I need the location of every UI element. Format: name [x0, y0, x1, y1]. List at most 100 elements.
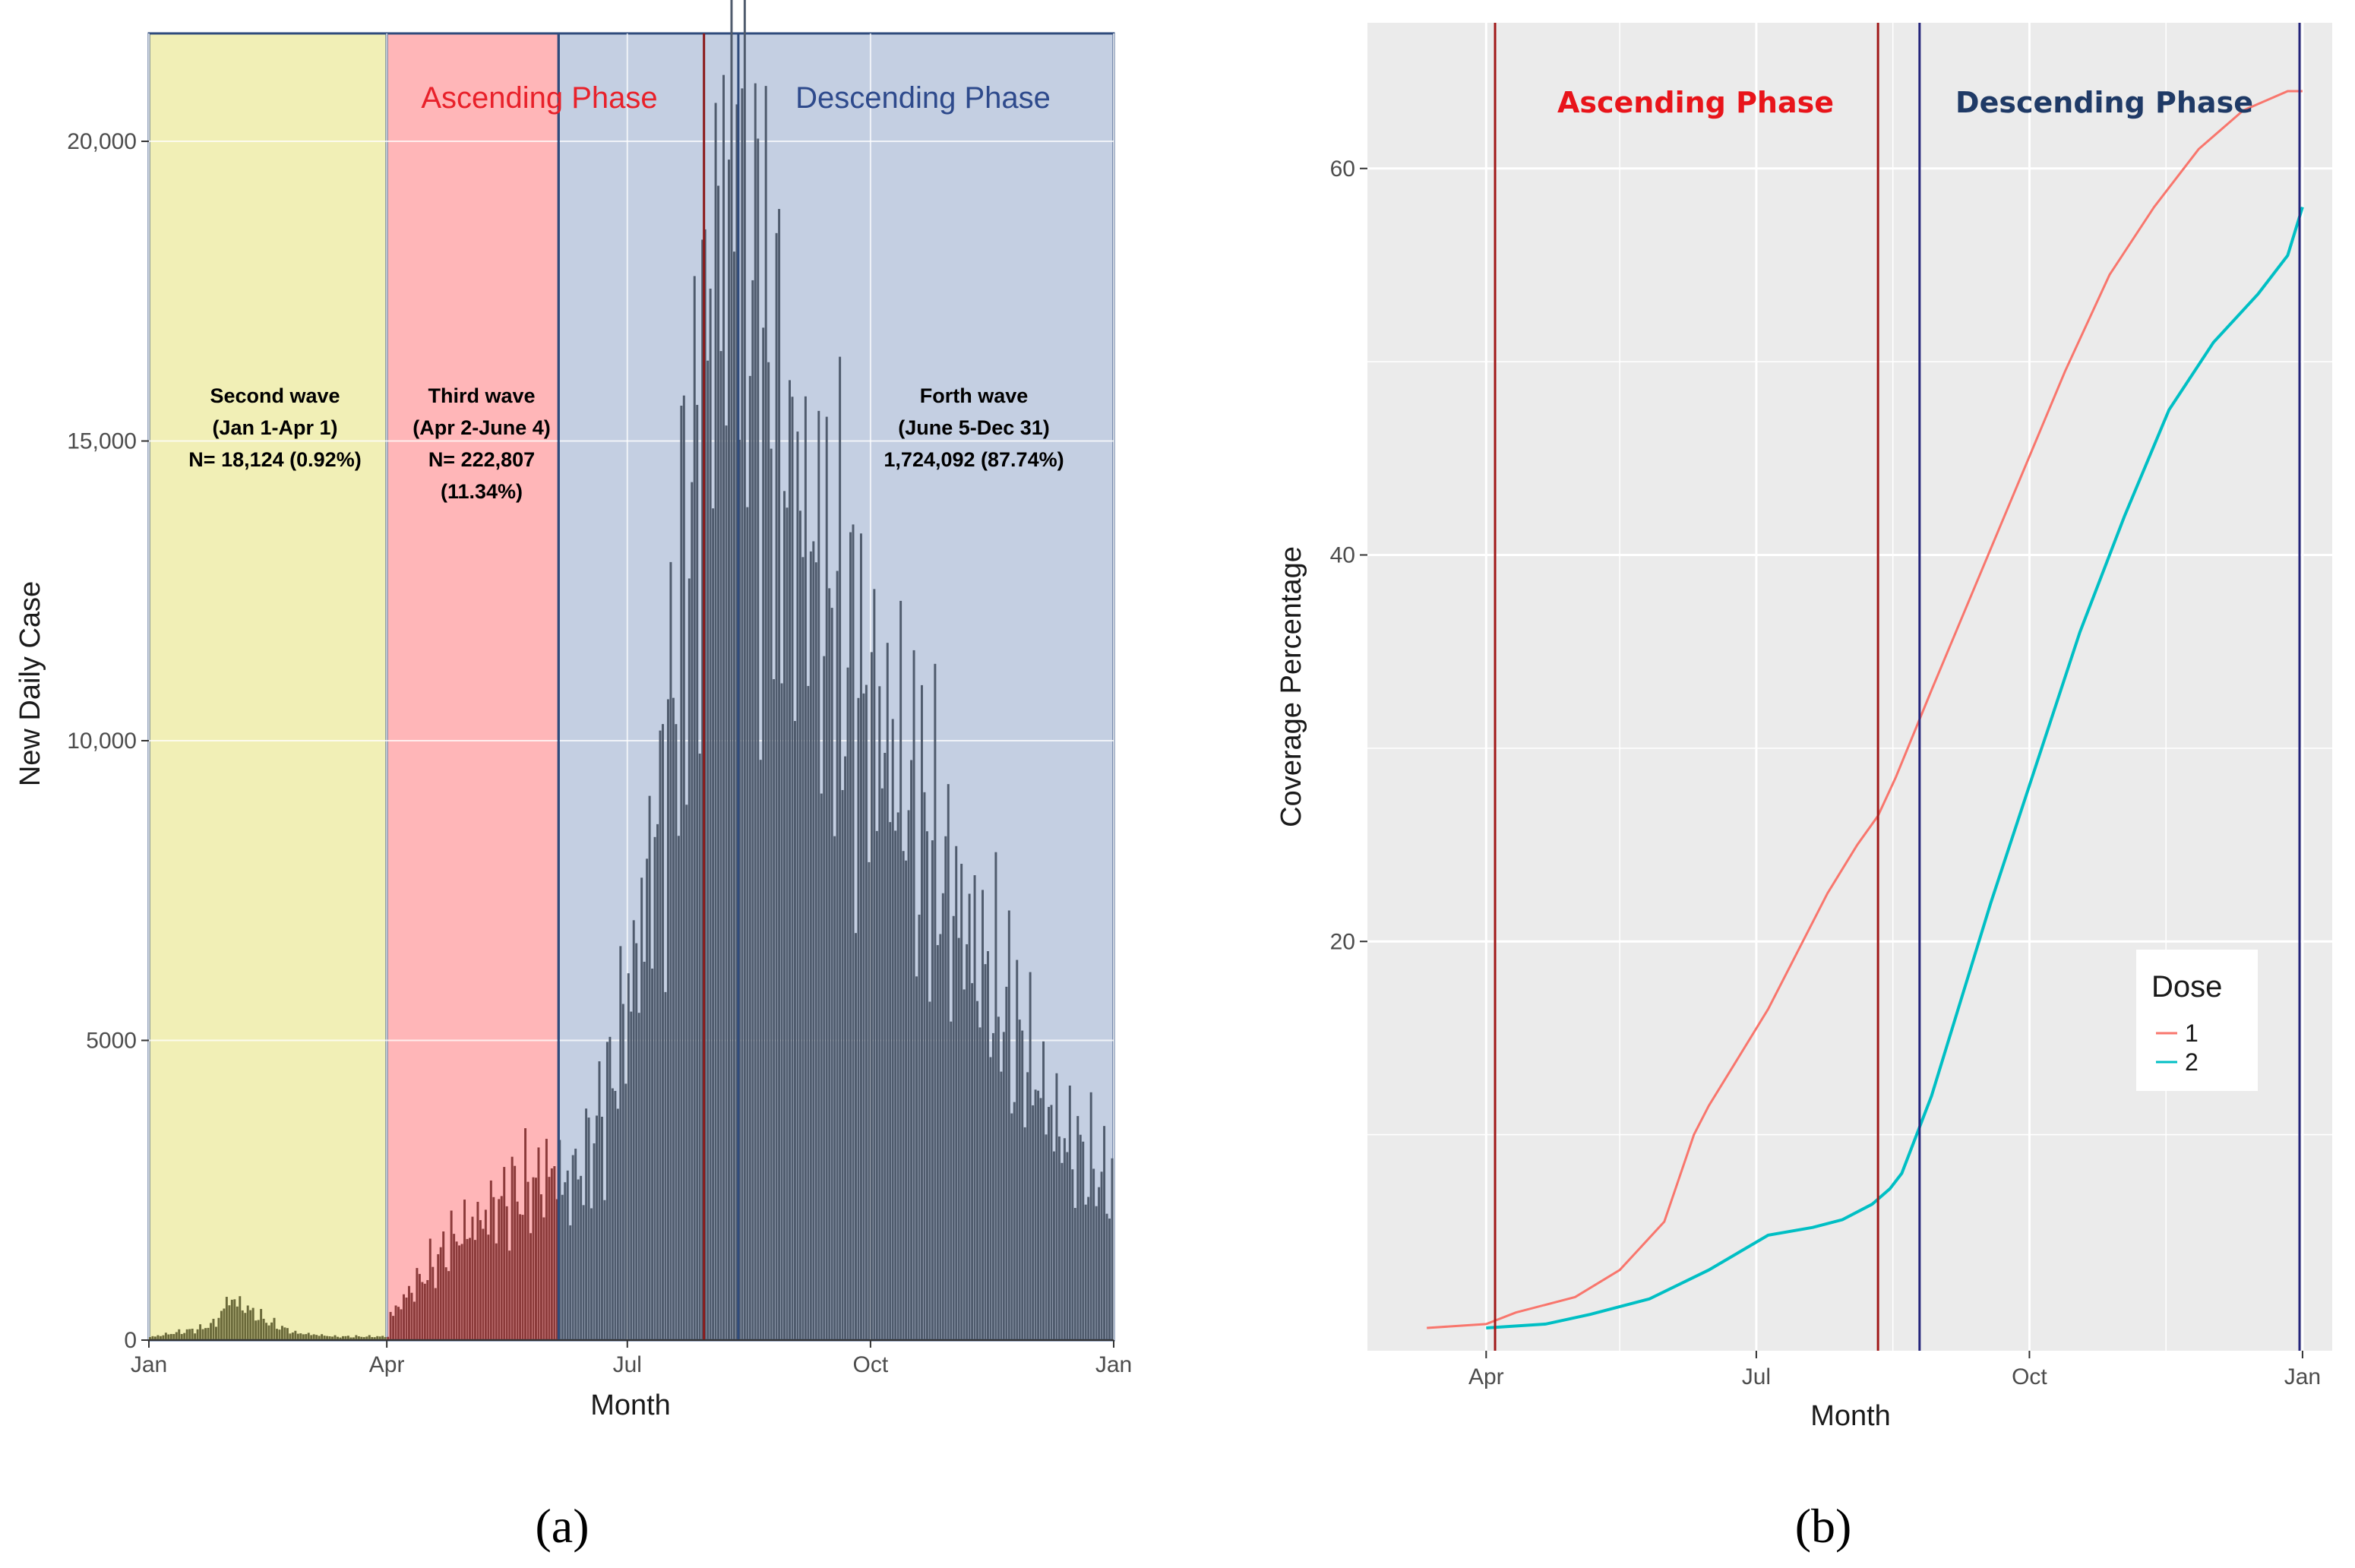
- daily-case-bar: [569, 1225, 572, 1340]
- daily-case-bar: [294, 1330, 297, 1340]
- panel-a-x-ticks: Jan Apr Jul Oct Jan: [131, 1340, 1132, 1377]
- daily-case-bar: [1061, 1162, 1064, 1340]
- panel-a-descending-label: Descending Phase: [795, 81, 1051, 115]
- daily-case-bar: [1071, 1169, 1074, 1340]
- daily-case-bar: [1005, 986, 1008, 1340]
- daily-case-bar: [783, 491, 786, 1340]
- daily-case-bar: [326, 1336, 329, 1340]
- daily-case-bar: [1111, 1158, 1114, 1340]
- daily-case-bar: [820, 793, 823, 1340]
- daily-case-bar: [434, 1288, 437, 1340]
- daily-case-bar: [662, 724, 664, 1340]
- daily-case-bar: [241, 1310, 244, 1340]
- daily-case-bar: [482, 1228, 485, 1340]
- daily-case-bar: [1029, 972, 1032, 1340]
- daily-case-bar: [521, 1215, 524, 1340]
- daily-case-bar: [400, 1309, 403, 1340]
- daily-case-bar: [270, 1322, 273, 1340]
- daily-case-bar: [637, 1013, 640, 1340]
- daily-case-bar: [593, 1143, 596, 1340]
- daily-case-bar: [880, 788, 884, 1340]
- daily-case-bar: [487, 1234, 490, 1340]
- daily-case-bar: [458, 1245, 461, 1340]
- daily-case-bar: [955, 846, 958, 1340]
- daily-case-bar: [653, 836, 656, 1340]
- daily-case-bar: [696, 404, 699, 1341]
- daily-case-bar: [1042, 1041, 1045, 1340]
- daily-case-bar: [473, 1240, 476, 1340]
- daily-case-bar: [960, 864, 963, 1340]
- daily-case-bar: [1073, 1208, 1076, 1340]
- daily-case-bar: [387, 1336, 390, 1340]
- daily-case-bar: [505, 1206, 508, 1340]
- daily-case-bar: [621, 1004, 624, 1340]
- daily-case-bar: [368, 1335, 371, 1340]
- daily-case-bar: [717, 185, 720, 1340]
- panel-a-y-ticks: 0 5000 10,000 15,000 20,000: [67, 129, 149, 1353]
- daily-case-bar: [994, 852, 997, 1340]
- daily-case-bar: [185, 1329, 188, 1340]
- daily-case-bar: [698, 753, 701, 1340]
- daily-case-bar: [635, 943, 638, 1340]
- daily-case-bar: [915, 976, 918, 1340]
- daily-case-bar: [828, 588, 831, 1340]
- daily-case-bar: [605, 1042, 609, 1340]
- daily-case-bar: [1039, 1098, 1042, 1340]
- daily-case-bar: [1103, 1126, 1106, 1340]
- daily-case-bar: [619, 946, 622, 1340]
- daily-case-bar: [249, 1310, 252, 1340]
- daily-case-bar: [817, 410, 820, 1340]
- daily-case-bar: [809, 551, 812, 1340]
- daily-case-bar: [685, 805, 688, 1340]
- daily-case-bar: [614, 1090, 617, 1340]
- legend-label-dose-2: 2: [2185, 1048, 2199, 1076]
- daily-case-bar: [1084, 1204, 1087, 1340]
- daily-case-bar: [479, 1220, 482, 1340]
- daily-case-bar: [450, 1210, 453, 1340]
- daily-case-bar: [204, 1328, 207, 1340]
- daily-case-bar: [931, 840, 934, 1340]
- daily-case-bar: [627, 973, 630, 1340]
- daily-case-bar: [966, 944, 969, 1340]
- daily-case-bar: [971, 983, 974, 1340]
- daily-case-bar: [677, 836, 680, 1340]
- daily-case-bar: [1089, 1092, 1092, 1340]
- daily-case-bar: [921, 684, 923, 1340]
- daily-case-bar: [191, 1329, 194, 1340]
- panel-b-y-tick-label: 20: [1330, 929, 1355, 954]
- daily-case-bar: [392, 1316, 395, 1340]
- daily-case-bar: [514, 1165, 517, 1340]
- daily-case-bar: [859, 533, 862, 1340]
- daily-case-bar: [764, 86, 767, 1340]
- daily-case-bar: [233, 1299, 236, 1340]
- daily-case-bar: [719, 351, 722, 1340]
- daily-case-bar: [484, 1209, 487, 1340]
- daily-case-bar: [1023, 1127, 1026, 1340]
- daily-case-bar: [1055, 1073, 1058, 1340]
- daily-case-bar: [539, 1194, 542, 1340]
- daily-case-bar: [169, 1333, 172, 1340]
- daily-case-bar: [267, 1325, 270, 1340]
- daily-case-bar: [651, 968, 654, 1340]
- daily-case-bar: [376, 1336, 379, 1340]
- daily-case-bar: [973, 875, 976, 1340]
- forth-wave-range: (June 5-Dec 31): [898, 416, 1050, 439]
- panel-b-series: [1427, 90, 2304, 1329]
- panel-b-gridlines: [1367, 23, 2332, 1351]
- daily-case-bar: [939, 934, 942, 1340]
- daily-case-bar: [561, 1194, 564, 1340]
- daily-case-bar: [728, 160, 730, 1340]
- daily-case-bar: [786, 507, 789, 1340]
- daily-case-bar: [1079, 1134, 1082, 1340]
- daily-case-bar: [928, 1001, 931, 1340]
- daily-case-bar: [318, 1336, 321, 1340]
- daily-case-bar: [283, 1327, 286, 1340]
- daily-case-bar: [767, 362, 770, 1340]
- daily-case-bar: [1037, 1090, 1040, 1340]
- panel-b-x-tick-label: Jul: [1742, 1364, 1771, 1389]
- daily-case-bar: [691, 482, 694, 1340]
- daily-case-bar: [280, 1326, 283, 1340]
- third-wave-title: Third wave: [428, 384, 535, 407]
- daily-case-bar: [884, 753, 887, 1340]
- third-wave-count: N= 222,807: [428, 448, 535, 471]
